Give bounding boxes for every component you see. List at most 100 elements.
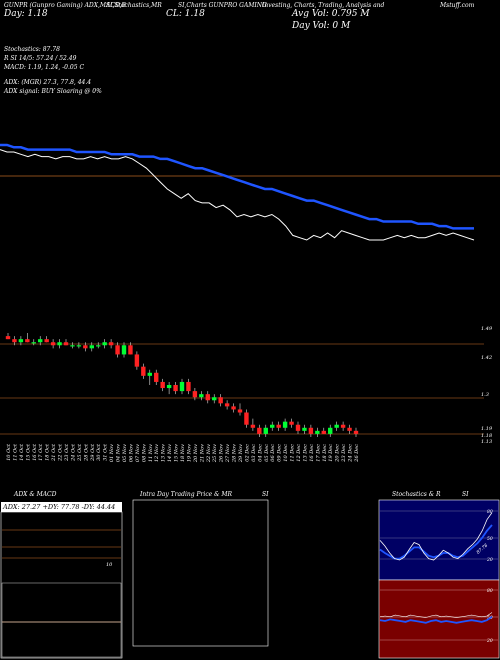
candle-body bbox=[289, 421, 294, 425]
date-tick-label: 18 Nov bbox=[180, 444, 186, 462]
date-tick-label: 17 Dec bbox=[315, 444, 321, 462]
candle-body bbox=[76, 345, 82, 347]
date-tick-label: 16 Dec bbox=[309, 444, 315, 462]
candle-body bbox=[121, 345, 127, 355]
candle-body bbox=[282, 421, 288, 428]
date-tick-label: 10 Dec bbox=[283, 444, 289, 462]
candle-body bbox=[244, 412, 249, 425]
header-line-1: GUNPR (Gunpro Gaming) ADX,MACD,B bbox=[4, 2, 126, 9]
rsi-slow-line bbox=[379, 616, 493, 624]
day-volume: Day Vol: 0 M bbox=[292, 21, 351, 31]
price-tick-label: 1.49 bbox=[481, 326, 493, 332]
date-tick-label: 01 Nov bbox=[109, 444, 115, 462]
date-tick-label: 05 Dec bbox=[264, 444, 270, 462]
date-tick-label: 06 Nov bbox=[128, 444, 134, 462]
date-tick-label: 13 Dec bbox=[302, 444, 308, 462]
candle-body bbox=[38, 339, 43, 343]
candle-body bbox=[315, 430, 320, 434]
candle-body bbox=[250, 424, 256, 428]
candle-body bbox=[302, 427, 307, 431]
panel-tick-label: 80 bbox=[487, 509, 493, 515]
date-tick-label: 22 Nov bbox=[206, 444, 212, 463]
header-line-1d: Investing, Charts, Trading, Analysis and bbox=[262, 2, 385, 9]
candle-body bbox=[160, 381, 165, 389]
candle-body bbox=[166, 385, 172, 389]
candle-body bbox=[89, 345, 94, 349]
date-tick-label: 08 Nov bbox=[141, 444, 147, 462]
date-tick-label: 14 Oct bbox=[19, 443, 25, 461]
date-tick-label: 20 Nov bbox=[193, 444, 199, 463]
candle-body bbox=[237, 409, 243, 413]
price-tick-label: 1.3 bbox=[481, 392, 489, 398]
header-line-1e: Mstuff.com bbox=[440, 2, 475, 9]
panel-tick-label: 80 bbox=[487, 588, 493, 594]
date-tick-label: 20 Dec bbox=[335, 444, 341, 463]
date-tick-label: 18 Dec bbox=[322, 444, 328, 462]
candle-body bbox=[295, 424, 301, 431]
date-tick-label: 05 Nov bbox=[122, 444, 128, 462]
candle-body bbox=[276, 424, 281, 428]
candle-body bbox=[347, 427, 352, 431]
candle-body bbox=[12, 339, 17, 343]
candle-body bbox=[270, 424, 275, 428]
date-tick-label: 26 Dec bbox=[354, 444, 360, 463]
stoch-panel-title: Stochastics & R bbox=[392, 491, 441, 498]
candle-body bbox=[173, 385, 178, 392]
candle-body bbox=[192, 391, 198, 398]
date-tick-label: 04 Nov bbox=[116, 444, 122, 462]
candle-body bbox=[308, 427, 314, 434]
date-tick-label: 25 Oct bbox=[77, 443, 83, 462]
date-tick-label: 06 Dec bbox=[270, 444, 276, 462]
macd-area bbox=[1, 582, 122, 658]
date-tick-label: 24 Oct bbox=[70, 443, 76, 462]
main-chart-area: 1.49 1.42 1.3 1.191.181.13 10 Oct 11 Oct 14 O… bbox=[0, 143, 500, 463]
candlestick-chart bbox=[5, 333, 359, 437]
candle-body bbox=[18, 339, 24, 343]
date-tick-label: 30 Oct bbox=[96, 443, 102, 461]
date-tick-label: 12 Dec bbox=[296, 444, 302, 462]
candle-body bbox=[186, 381, 191, 392]
date-tick-label: 29 Nov bbox=[238, 444, 244, 463]
date-tick-label: 29 Oct bbox=[90, 443, 96, 462]
candle-body bbox=[134, 354, 140, 367]
candle-body bbox=[353, 430, 359, 434]
panel-tick-label: 20 bbox=[486, 557, 493, 563]
candle-body bbox=[57, 342, 62, 346]
intraday-panel-title-b: SI bbox=[262, 491, 269, 498]
rsi-lines bbox=[379, 612, 493, 624]
candle-body bbox=[108, 342, 114, 346]
date-tick-label: 28 Oct bbox=[83, 443, 89, 462]
candle-body bbox=[224, 403, 230, 407]
panel-tick-label: 20 bbox=[486, 638, 493, 644]
candle-body bbox=[70, 345, 75, 347]
candle-body bbox=[257, 427, 262, 434]
candle-body bbox=[340, 424, 346, 428]
panel-tick-label: 50 bbox=[487, 536, 493, 542]
price-tick-label: 1.42 bbox=[481, 355, 492, 361]
candle-body bbox=[83, 345, 88, 349]
date-tick-label: 21 Oct bbox=[51, 443, 57, 462]
price-axis: 1.49 1.42 1.3 1.191.181.13 bbox=[481, 326, 493, 445]
intraday-panel-title: Intra Day Trading Price & MR bbox=[140, 491, 233, 498]
date-tick-label: 12 Nov bbox=[154, 444, 160, 462]
ma-series-1 bbox=[0, 149, 475, 241]
stoch-axis: 80 50 20 bbox=[486, 509, 493, 563]
date-tick-label: 16 Oct bbox=[32, 443, 38, 461]
date-tick-label: 10 Oct bbox=[6, 443, 12, 461]
date-tick-label: 19 Nov bbox=[186, 444, 192, 462]
price-tick-label: 1.13 bbox=[481, 439, 492, 445]
date-tick-label: 23 Dec bbox=[341, 444, 347, 463]
rsi-panel bbox=[378, 579, 500, 659]
adx-reading: ADX: (MGR) 27.3, 77.8, 44.4 bbox=[4, 79, 92, 86]
adx-values-bar: ADX: 27.27 +DY: 77.78 -DY: 44.44 bbox=[1, 502, 122, 512]
candle-body bbox=[44, 339, 49, 343]
candle-body bbox=[199, 394, 204, 398]
date-tick-label: 22 Oct bbox=[58, 443, 64, 462]
date-tick-label: 17 Oct bbox=[38, 443, 44, 461]
header-line-1c: SI,Charts GUNPRO GAMING bbox=[178, 2, 267, 9]
candle-body bbox=[218, 397, 223, 404]
stoch-fast-line bbox=[379, 512, 493, 561]
candle-body bbox=[334, 424, 339, 428]
date-tick-label: 18 Oct bbox=[45, 443, 51, 461]
candle-body bbox=[321, 430, 326, 434]
